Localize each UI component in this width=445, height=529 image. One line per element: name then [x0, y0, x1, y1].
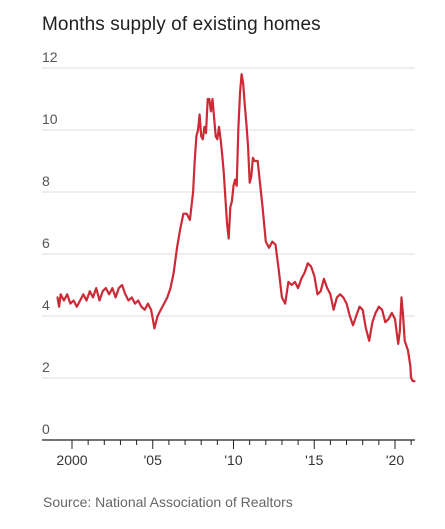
y-tick-label-8: 8	[42, 173, 50, 189]
x-tick-label-2010: '10	[224, 452, 242, 468]
x-tick-label-2005: '05	[144, 452, 162, 468]
series-layer	[56, 73, 416, 383]
y-tick-label-2: 2	[42, 359, 50, 375]
series-line-0	[56, 73, 416, 383]
x-tick-label-2015: '15	[305, 452, 323, 468]
y-tick-label-12: 12	[42, 49, 58, 65]
chart-title: Months supply of existing homes	[42, 14, 321, 35]
line-chart: 0 2 4 6 8 10 12 2000 '05 '10 '15 '20	[42, 49, 416, 468]
y-tick-label-0: 0	[42, 421, 50, 437]
x-tick-label-2000: 2000	[56, 452, 87, 468]
x-tick-label-2020: '20	[386, 452, 404, 468]
x-axis: 2000 '05 '10 '15 '20	[42, 439, 415, 468]
y-axis-ticks: 0 2 4 6 8 10 12	[42, 49, 58, 437]
gridlines	[42, 67, 415, 379]
y-tick-label-6: 6	[42, 235, 50, 251]
source-note: Source: National Association of Realtors	[43, 494, 293, 510]
y-tick-label-10: 10	[42, 111, 58, 127]
y-tick-label-4: 4	[42, 297, 50, 313]
